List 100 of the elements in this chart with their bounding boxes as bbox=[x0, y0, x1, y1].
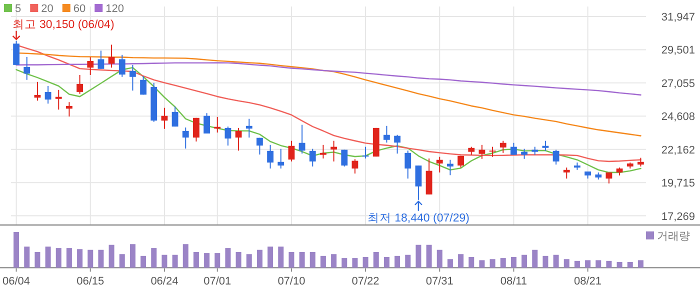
candlestick bbox=[384, 125, 390, 144]
annotation: 최저 18,440 (07/29) bbox=[367, 212, 470, 224]
candlestick bbox=[309, 148, 316, 167]
bar bbox=[172, 254, 178, 268]
x-tick-label: 08/21 bbox=[574, 276, 602, 288]
bar bbox=[108, 244, 114, 268]
bar bbox=[130, 244, 136, 268]
bar bbox=[373, 252, 379, 268]
bar bbox=[56, 248, 62, 268]
bar bbox=[88, 250, 94, 268]
candlestick bbox=[118, 54, 126, 78]
candlestick bbox=[13, 40, 20, 66]
candlestick bbox=[246, 118, 252, 138]
bar bbox=[256, 250, 262, 268]
x-tick-label: 08/11 bbox=[500, 276, 528, 288]
candlestick bbox=[256, 137, 263, 156]
candlestick bbox=[436, 156, 443, 173]
bar bbox=[542, 256, 548, 268]
candlestick bbox=[510, 142, 517, 156]
y-tick-label: 22,162 bbox=[661, 144, 695, 156]
x-tick-label: 06/24 bbox=[150, 276, 178, 288]
candlestick bbox=[298, 124, 306, 154]
x-tick-label: 07/01 bbox=[204, 276, 232, 288]
bar bbox=[182, 244, 188, 268]
bar bbox=[384, 256, 390, 268]
bar bbox=[416, 244, 422, 268]
x-tick-label: 06/15 bbox=[76, 276, 104, 288]
legend-label: 20 bbox=[41, 3, 54, 15]
candlestick bbox=[76, 74, 83, 94]
bar bbox=[405, 254, 411, 268]
y-tick-label: 17,269 bbox=[661, 210, 695, 223]
candlestick bbox=[352, 158, 358, 174]
candlestick bbox=[87, 56, 94, 76]
bar bbox=[342, 258, 348, 268]
bar bbox=[278, 246, 284, 268]
bar bbox=[627, 262, 633, 268]
candlestick bbox=[563, 167, 570, 180]
y-tick-label: 27,055 bbox=[661, 78, 695, 90]
bar bbox=[331, 254, 337, 268]
candlestick bbox=[267, 144, 274, 170]
bar bbox=[66, 248, 72, 268]
bar bbox=[490, 259, 496, 268]
candlestick bbox=[278, 148, 284, 170]
bar bbox=[468, 256, 474, 268]
candlestick bbox=[478, 144, 486, 160]
candlestick bbox=[44, 85, 52, 104]
candlestick bbox=[172, 106, 178, 128]
y-tick-label: 19,715 bbox=[661, 178, 695, 190]
candlestick bbox=[415, 165, 422, 200]
bar bbox=[394, 256, 400, 268]
candlestick bbox=[130, 64, 136, 92]
x-tick-label: 07/22 bbox=[352, 276, 380, 288]
bar bbox=[320, 256, 326, 268]
bar bbox=[553, 254, 559, 268]
bar bbox=[596, 260, 602, 268]
bar bbox=[204, 253, 210, 268]
x-tick-label: 07/10 bbox=[278, 276, 306, 288]
annotation: 최고 30,150 (06/04) bbox=[12, 18, 114, 31]
candlestick bbox=[24, 56, 30, 80]
bar bbox=[616, 262, 622, 268]
candlestick bbox=[193, 117, 200, 142]
y-tick-label: 24,608 bbox=[661, 111, 695, 124]
candlestick bbox=[224, 126, 232, 146]
bar bbox=[426, 244, 432, 268]
candlestick bbox=[447, 159, 454, 176]
candlestick bbox=[288, 140, 295, 162]
candlestick bbox=[394, 134, 400, 154]
candlestick bbox=[108, 44, 115, 68]
candlestick bbox=[182, 127, 189, 150]
bar bbox=[522, 254, 528, 268]
bar bbox=[510, 256, 516, 268]
candlestick bbox=[521, 148, 528, 160]
candlestick bbox=[98, 50, 104, 70]
bar bbox=[246, 254, 252, 268]
bar bbox=[225, 248, 231, 268]
candlestick bbox=[341, 149, 348, 167]
bar bbox=[638, 260, 644, 268]
bar bbox=[564, 259, 570, 268]
candlestick bbox=[320, 144, 326, 159]
bar bbox=[77, 249, 83, 268]
y-tick-label: 29,501 bbox=[661, 44, 695, 57]
legend-label: 60 bbox=[73, 3, 86, 15]
candlestick bbox=[66, 102, 72, 118]
candlestick bbox=[204, 112, 210, 134]
bar bbox=[500, 258, 506, 268]
bar bbox=[436, 250, 442, 268]
legend-label: 120 bbox=[106, 3, 124, 15]
bar bbox=[119, 254, 125, 268]
bar bbox=[352, 258, 358, 268]
bar bbox=[574, 260, 580, 268]
bar bbox=[288, 252, 294, 268]
candlestick bbox=[426, 158, 432, 195]
bar bbox=[193, 252, 199, 268]
candlestick bbox=[330, 140, 337, 162]
candlestick bbox=[55, 89, 62, 110]
x-tick-label: 07/31 bbox=[426, 276, 454, 288]
legend-label: 거래량 bbox=[657, 230, 690, 242]
bar bbox=[299, 252, 305, 268]
bar bbox=[362, 256, 368, 268]
bar bbox=[236, 252, 242, 268]
